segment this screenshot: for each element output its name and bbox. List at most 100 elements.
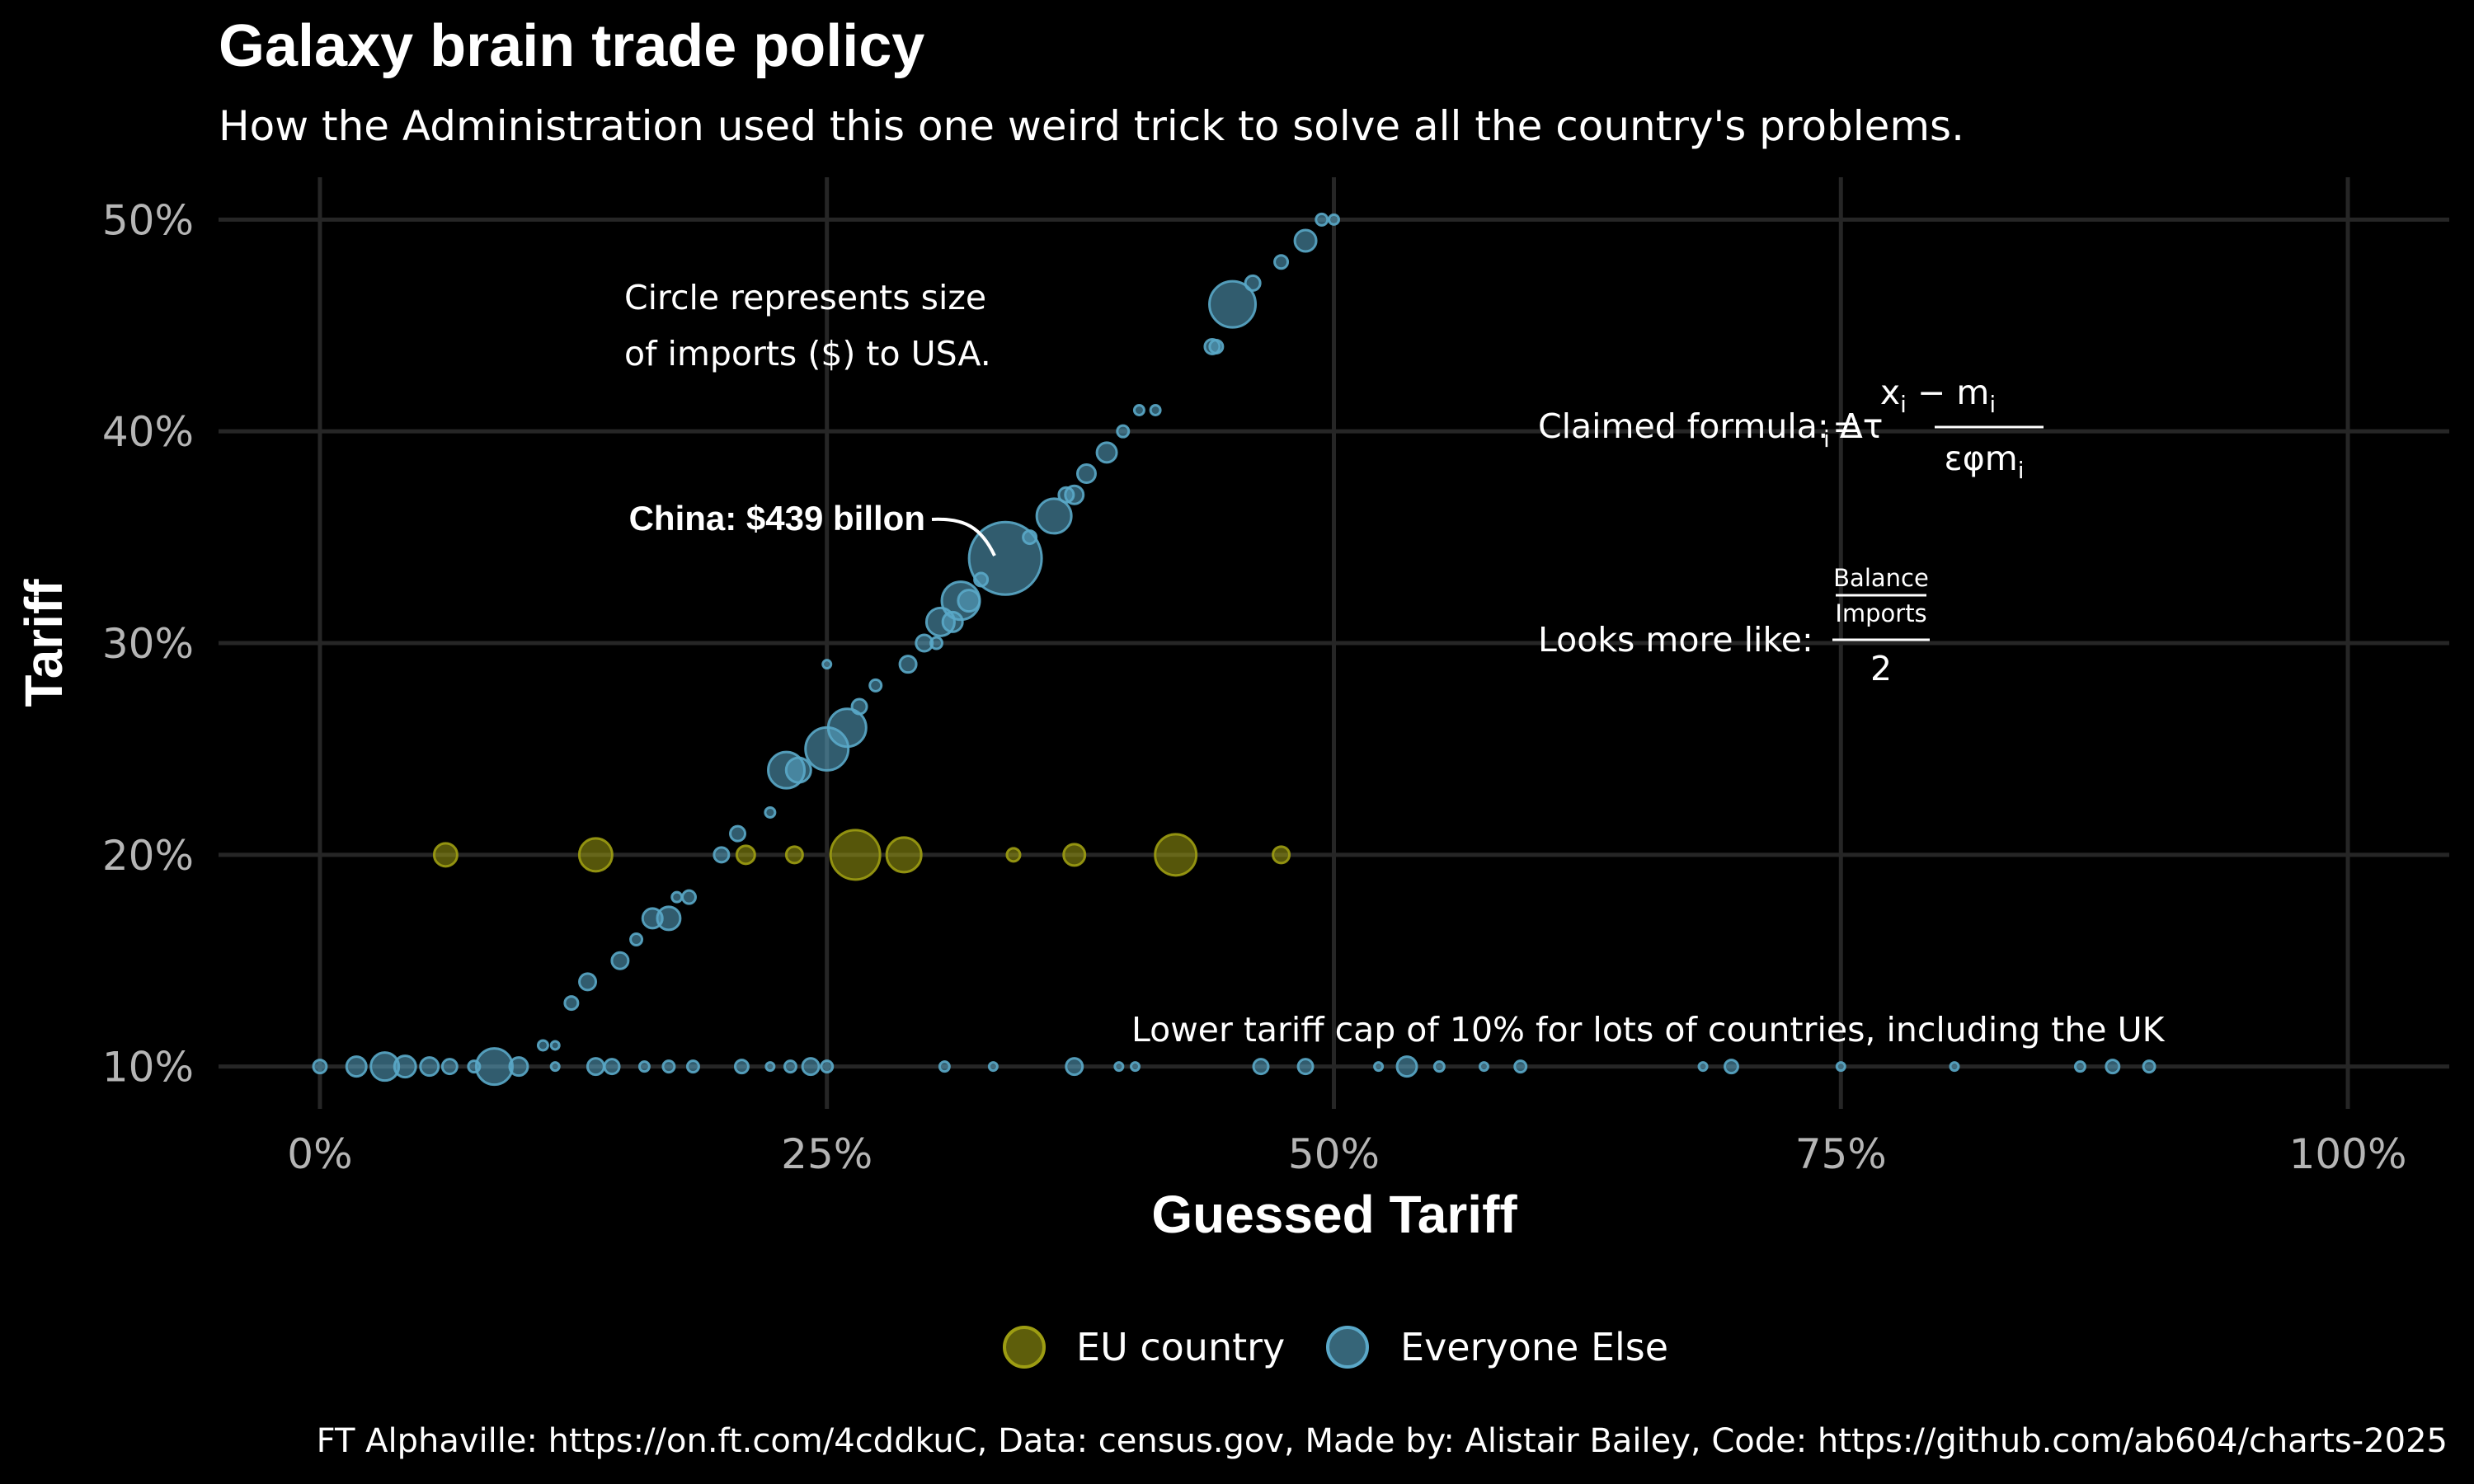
eu-country-point [784, 845, 804, 865]
china-annotation: China: $439 billon [629, 499, 996, 556]
everyone-else-point [868, 678, 883, 693]
everyone-else-point [1075, 463, 1097, 485]
size-note-line-2: of imports ($) to USA. [624, 334, 991, 373]
everyone-else-point [312, 1059, 328, 1075]
everyone-else-point [987, 1061, 999, 1073]
legend-eu-swatch [1003, 1326, 1046, 1369]
everyone-else-point [681, 889, 698, 905]
everyone-else-point [474, 1047, 514, 1087]
y-axis-title: Tariff [14, 579, 73, 707]
legend-everyone-else-swatch [1326, 1326, 1369, 1369]
everyone-else-point [850, 697, 868, 716]
everyone-else-point [801, 1057, 821, 1077]
size-note-line-1: Circle represents size [624, 278, 986, 317]
china-label: China: $439 billon [629, 499, 925, 538]
claimed-formula-numerator: xi − mi [1880, 373, 1996, 418]
everyone-else-point [1113, 1061, 1125, 1073]
everyone-else-point [670, 890, 684, 904]
everyone-else-point [1697, 1061, 1709, 1073]
eu-country-point [1062, 843, 1087, 867]
everyone-else-point [1432, 1060, 1446, 1073]
eu-country-point [432, 842, 459, 868]
claimed-formula-equals: = [1832, 406, 1860, 446]
source-caption: FT Alphaville: https://on.ft.com/4cddkuC… [317, 1422, 2448, 1460]
everyone-else-point [536, 1039, 549, 1052]
everyone-else-point [419, 1056, 440, 1078]
china-pointer-line [931, 517, 996, 556]
everyone-else-point [1328, 213, 1340, 226]
everyone-else-point [393, 1054, 417, 1079]
everyone-else-point [1057, 486, 1075, 504]
everyone-else-point [821, 659, 833, 670]
axis-ticks: 0% 25% 50% 75% 100% 10% 20% 30% 40% 50% [102, 196, 2407, 1178]
everyone-else-point [1244, 274, 1262, 292]
everyone-else-point [508, 1056, 529, 1078]
chart-subtitle: How the Administration used this one wei… [219, 102, 1964, 150]
everyone-else-point [563, 995, 580, 1012]
everyone-else-point [1395, 1055, 1418, 1078]
everyone-else-point [1116, 424, 1131, 439]
everyone-else-point [957, 589, 981, 613]
everyone-else-point [549, 1061, 561, 1073]
looks-like-imports: Imports [1835, 599, 1926, 627]
everyone-else-point [1132, 404, 1145, 416]
everyone-else-point [641, 907, 664, 930]
everyone-else-point [1513, 1059, 1528, 1074]
everyone-else-point [729, 824, 747, 843]
everyone-else-point [1065, 1057, 1084, 1077]
everyone-else-point [549, 1040, 561, 1051]
everyone-else-point [1723, 1059, 1739, 1075]
everyone-else-point [1208, 338, 1225, 355]
everyone-else-point [783, 1059, 797, 1074]
claimed-formula: Claimed formula: Δτ i = xi − mi εφmi [1538, 373, 2044, 484]
everyone-else-point [2142, 1059, 2157, 1074]
x-tick-label: 75% [1795, 1130, 1887, 1178]
looks-like-prefix: Looks more like: [1538, 620, 1813, 660]
everyone-else-point [661, 1059, 676, 1074]
claimed-formula-denominator: εφmi [1945, 439, 2025, 484]
legend-everyone-else-label: Everyone Else [1400, 1325, 1668, 1369]
everyone-else-point [733, 1059, 750, 1075]
claimed-formula-sub-i: i [1823, 425, 1830, 453]
y-tick-label: 40% [102, 408, 194, 456]
eu-country-point [1272, 845, 1291, 865]
y-tick-label: 20% [102, 832, 194, 880]
gridlines [219, 177, 2449, 1109]
everyone-else-point [1035, 497, 1073, 535]
y-tick-label: 30% [102, 620, 194, 668]
everyone-else-point [820, 1059, 835, 1074]
legend-eu-label: EU country [1076, 1325, 1285, 1369]
looks-like-balance: Balance [1833, 564, 1929, 592]
everyone-else-point [1273, 254, 1290, 270]
eu-country-point [1154, 833, 1198, 877]
everyone-else-point [1208, 279, 1258, 329]
everyone-else-point [637, 1060, 651, 1073]
data-points [312, 212, 2157, 1087]
everyone-else-point [1478, 1061, 1489, 1073]
everyone-else-point [1149, 404, 1162, 416]
chart-title: Galaxy brain trade policy [219, 13, 924, 79]
everyone-else-point [929, 636, 944, 650]
everyone-else-point [713, 846, 731, 864]
looks-like-formula: Looks more like: Balance Imports 2 [1538, 564, 1930, 688]
everyone-else-point [826, 707, 868, 749]
everyone-else-point [1252, 1058, 1270, 1076]
eu-country-point [735, 844, 756, 866]
everyone-else-point [1373, 1061, 1385, 1073]
everyone-else-point [2073, 1060, 2086, 1073]
everyone-else-point [941, 610, 964, 633]
everyone-else-point [578, 972, 598, 992]
x-tick-label: 0% [287, 1130, 352, 1178]
eu-country-point [829, 829, 882, 881]
everyone-else-point [1293, 228, 1318, 253]
everyone-else-point [1022, 529, 1038, 546]
everyone-else-point [1315, 212, 1329, 227]
everyone-else-point [586, 1057, 605, 1077]
size-note: Circle represents size of imports ($) to… [624, 278, 991, 373]
lower-cap-annotation: Lower tariff cap of 10% for lots of coun… [1131, 1010, 2166, 1050]
everyone-else-point [440, 1058, 459, 1076]
everyone-else-point [629, 932, 644, 947]
everyone-else-point [610, 951, 630, 970]
y-tick-label: 50% [102, 196, 194, 244]
